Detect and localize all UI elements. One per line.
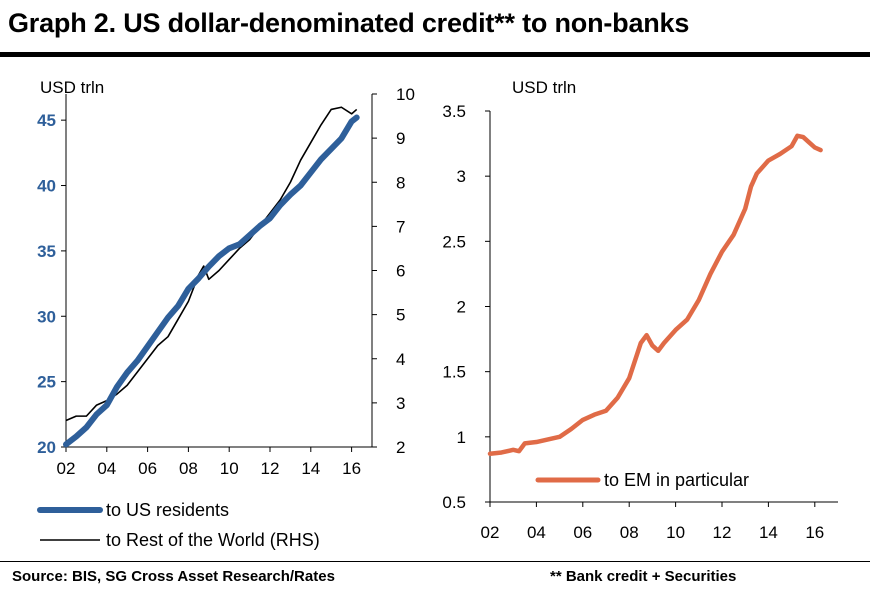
left-y-tick-label: 40 [37,177,56,196]
right-y-tick-label: 7 [396,217,405,236]
left-y-tick-label: 25 [37,373,56,392]
right-y-tick-label: 4 [396,350,405,369]
x-tick-label: 12 [713,523,732,542]
left-y-tick-label: 35 [37,242,56,261]
right-y-axis-label: USD trln [512,78,576,97]
x-tick-label: 04 [527,523,546,542]
legend-label-em: to EM in particular [604,470,749,490]
left-y-axis-label: USD trln [40,78,104,97]
y-tick-label: 0.5 [442,493,466,512]
footer-rule [0,561,870,562]
right-y-tick-label: 9 [396,129,405,148]
footnote: ** Bank credit + Securities [550,568,737,585]
x-tick-label: 10 [666,523,685,542]
right-y-tick-label: 5 [396,306,405,325]
x-tick-label: 02 [57,459,76,478]
right-y-tick-label: 8 [396,173,405,192]
y-tick-label: 3 [457,167,466,186]
title-rule [0,52,870,57]
x-tick-label: 04 [97,459,116,478]
left-y-tick-label: 30 [37,307,56,326]
y-tick-label: 2 [457,298,466,317]
x-tick-label: 06 [573,523,592,542]
x-tick-label: 16 [342,459,361,478]
x-tick-label: 16 [805,523,824,542]
x-tick-label: 02 [481,523,500,542]
series-line-rest-of-world [65,106,358,422]
x-tick-label: 10 [220,459,239,478]
right-y-tick-label: 6 [396,262,405,281]
legend-label-rest-of-world: to Rest of the World (RHS) [106,530,320,550]
x-tick-label: 14 [301,459,320,478]
x-tick-label: 08 [179,459,198,478]
x-tick-label: 08 [620,523,639,542]
x-tick-label: 14 [759,523,778,542]
source-note: Source: BIS, SG Cross Asset Research/Rat… [12,568,335,585]
right-y-tick-label: 2 [396,438,405,457]
y-tick-label: 2.5 [442,232,466,251]
y-tick-label: 1.5 [442,363,466,382]
y-tick-label: 3.5 [442,102,466,121]
series-line-em [487,133,823,457]
series-line-us-residents [63,114,360,448]
right-y-tick-label: 3 [396,394,405,413]
y-tick-label: 1 [457,428,466,447]
right-chart: USD trln 0.5 1 1.5 2 2.5 3 3.5 02 04 06 08 10 12 14 16 t… [442,78,838,542]
left-y-tick-label: 20 [37,438,56,457]
x-tick-label: 06 [138,459,157,478]
left-y-tick-label: 45 [37,111,56,130]
page-title: Graph 2. US dollar-denominated credit** … [8,8,690,38]
right-y-tick-label: 10 [396,85,415,104]
legend-label-us-residents: to US residents [106,500,229,520]
x-tick-label: 12 [261,459,280,478]
